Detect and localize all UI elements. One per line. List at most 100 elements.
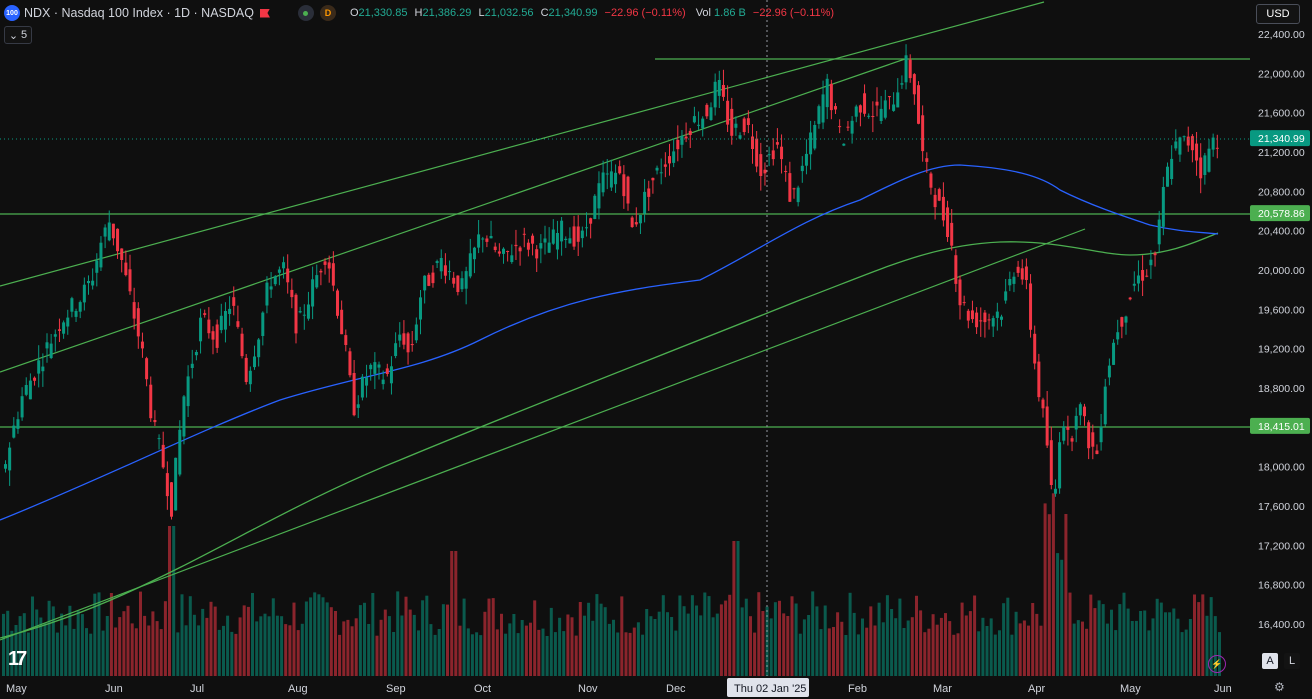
volume-bar: [122, 611, 126, 676]
volume-bar: [848, 592, 852, 676]
candle-body: [236, 321, 240, 327]
volume-bar: [147, 625, 151, 676]
volume-bar: [948, 621, 952, 676]
x-tick-label: May: [6, 683, 27, 695]
volume-bar: [342, 621, 346, 676]
volume-bar: [80, 614, 84, 676]
volume-bar: [1184, 629, 1188, 676]
candle-body: [929, 173, 933, 188]
candle-body: [128, 269, 132, 292]
candle-body: [87, 281, 90, 284]
symbol-title[interactable]: NDX · Nasdaq 100 Index · 1D · NASDAQ: [24, 6, 254, 20]
volume-bar: [429, 624, 433, 676]
volume-bar: [209, 601, 213, 676]
volume-bar: [583, 615, 586, 676]
volume-bar: [1010, 634, 1014, 676]
volume-bar: [1035, 613, 1039, 676]
currency-selector[interactable]: USD: [1256, 4, 1300, 24]
volume-bar: [404, 596, 408, 676]
y-tick-label: 21,200.00: [1258, 147, 1305, 159]
volume-bar: [632, 627, 636, 676]
volume-bar: [151, 611, 155, 676]
volume-bar: [43, 623, 47, 676]
x-tick-label: Apr: [1028, 683, 1045, 695]
candle-body: [1053, 488, 1057, 494]
volume-bar: [1089, 594, 1093, 676]
candle-body: [136, 308, 140, 337]
candle-body: [821, 94, 825, 123]
candle-body: [659, 172, 663, 174]
volume-bar: [470, 634, 474, 676]
volume-bar: [1076, 620, 1080, 676]
volume-bar: [446, 604, 449, 676]
volume-bar: [118, 617, 122, 676]
lightning-icon[interactable]: ⚡: [1208, 655, 1226, 673]
flag-icon[interactable]: [259, 8, 270, 18]
volume-bar: [400, 615, 404, 676]
volume-bar: [620, 596, 624, 676]
volume-bar: [72, 628, 76, 676]
volume-bar: [292, 602, 296, 676]
tradingview-logo-icon[interactable]: 17: [8, 648, 27, 670]
candle-body: [626, 176, 630, 204]
candle-body: [518, 247, 522, 252]
candle-body: [468, 253, 472, 277]
candle-body: [767, 154, 771, 156]
candle-body: [170, 482, 173, 517]
candle-body: [456, 275, 460, 292]
candle-body: [219, 315, 223, 331]
volume-bar: [10, 630, 14, 676]
candle-body: [103, 227, 107, 237]
ma-50-line: [0, 164, 1219, 521]
volume-bar: [881, 622, 885, 676]
candle-body: [410, 344, 414, 346]
y-tick-label: 20,400.00: [1258, 226, 1305, 238]
candle-body: [871, 116, 875, 117]
candle-body: [734, 123, 738, 128]
settings-gear-icon[interactable]: ⚙: [1274, 680, 1285, 694]
candle-body: [306, 304, 310, 319]
candle-body: [315, 275, 319, 288]
candle-body: [676, 140, 680, 150]
volume-bar: [545, 636, 549, 676]
volume-bar: [578, 602, 582, 676]
candle-body: [979, 320, 983, 322]
candle-body: [402, 333, 406, 345]
candle-body: [560, 220, 564, 242]
trend-line: [0, 1, 1045, 287]
volume-bar: [670, 617, 674, 676]
y-tick-label: 16,800.00: [1258, 580, 1305, 592]
volume-bar: [271, 598, 275, 676]
volume-bar: [910, 617, 914, 676]
volume-bar: [22, 613, 26, 676]
candle-body: [638, 215, 642, 224]
candle-body: [1070, 438, 1074, 442]
price-label-bg: [1250, 205, 1310, 222]
x-tick-label: Oct: [474, 683, 491, 695]
volume-bar: [338, 634, 342, 676]
volume-bar: [861, 618, 864, 676]
volume-bar: [686, 613, 690, 676]
x-tick-label: Feb: [848, 683, 867, 695]
volume-bar: [815, 606, 819, 676]
candle-body: [448, 271, 452, 273]
candle-body: [950, 222, 954, 246]
candle-body: [771, 150, 775, 160]
trend-line: [0, 58, 906, 373]
volume-bar: [97, 592, 101, 676]
candle-body: [253, 356, 256, 368]
candle-body: [294, 294, 298, 334]
indicators-collapse-button[interactable]: ⌄ 5: [4, 26, 32, 44]
candle-body: [630, 217, 634, 227]
candle-body: [904, 55, 908, 83]
volume-bar: [134, 628, 138, 676]
volume-bar: [562, 631, 566, 676]
candle-body: [352, 373, 356, 416]
volume-bar: [1051, 493, 1055, 676]
candle-body: [746, 118, 750, 125]
candle-body: [1103, 386, 1107, 425]
log-scale-button[interactable]: L: [1284, 653, 1300, 669]
candle-body: [311, 279, 315, 307]
auto-scale-button[interactable]: A: [1262, 653, 1278, 669]
